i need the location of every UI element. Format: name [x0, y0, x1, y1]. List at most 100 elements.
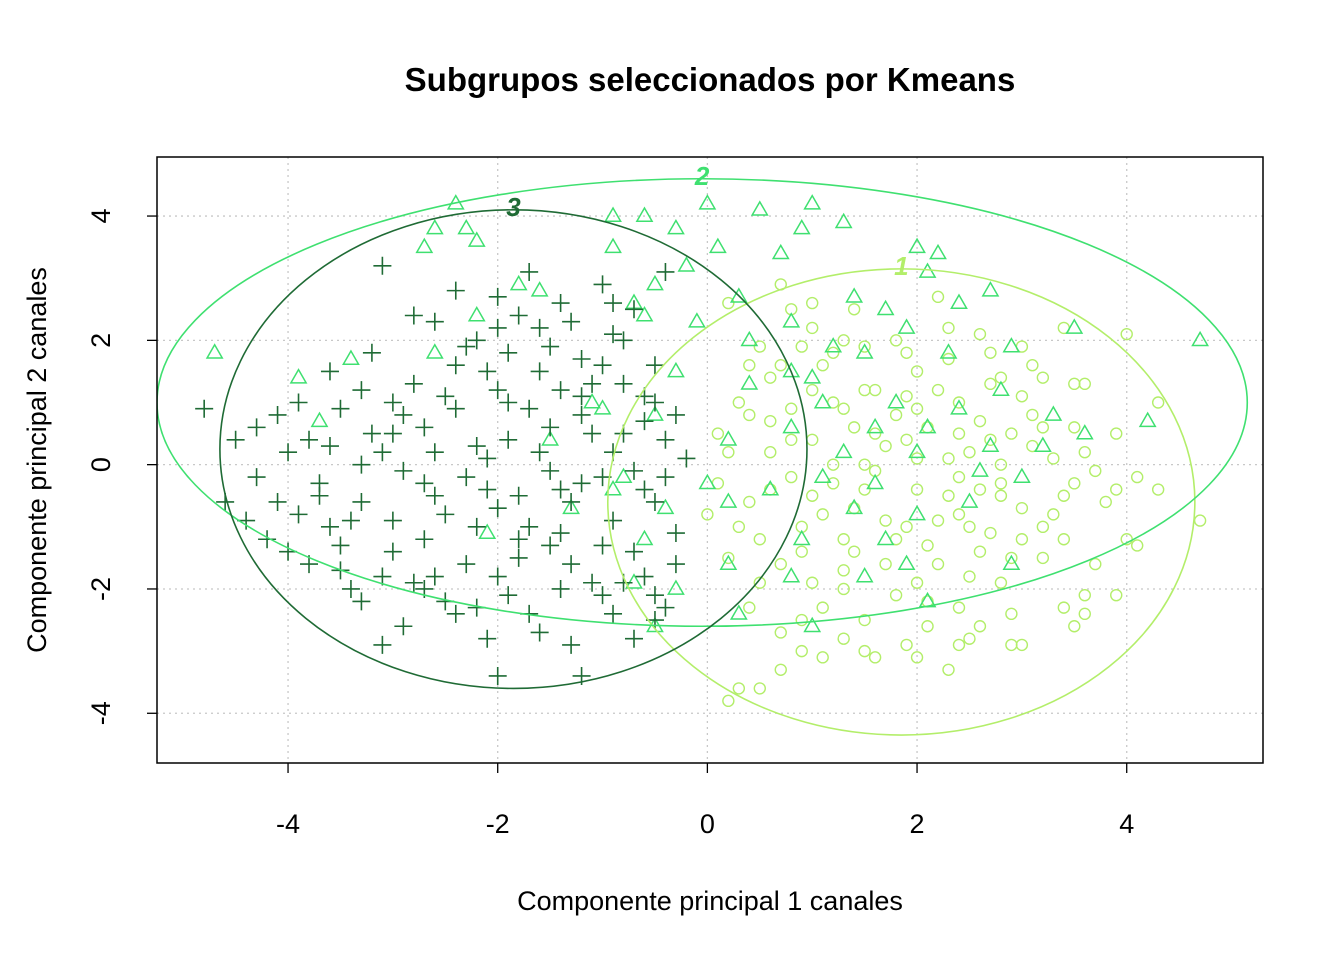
point-triangle — [729, 287, 748, 303]
point-plus — [593, 536, 612, 555]
point-triangle — [467, 305, 486, 322]
point-circle — [743, 495, 756, 509]
point-triangle — [981, 281, 1000, 297]
point-circle — [900, 638, 913, 652]
point-plus — [331, 399, 350, 418]
point-circle — [816, 359, 829, 372]
point-triangle — [635, 206, 654, 222]
point-circle — [1005, 607, 1018, 621]
point-plus — [404, 306, 423, 325]
point-plus — [195, 399, 214, 418]
point-circle — [722, 694, 735, 708]
point-circle — [921, 620, 934, 633]
x-tick-label: 2 — [910, 809, 925, 839]
point-plus — [666, 555, 685, 574]
point-triangle — [876, 529, 895, 546]
point-triangle — [719, 430, 738, 446]
point-circle — [732, 520, 746, 534]
point-circle — [931, 514, 945, 527]
point-plus — [478, 449, 497, 468]
point-plus — [530, 443, 549, 462]
point-plus — [635, 567, 654, 586]
point-plus — [373, 635, 392, 654]
point-plus — [300, 430, 319, 449]
point-plus — [478, 480, 497, 499]
point-circle — [1015, 533, 1029, 546]
point-triangle — [698, 194, 717, 210]
point-plus — [488, 567, 507, 586]
point-circle — [1130, 470, 1144, 484]
point-triangle — [782, 361, 801, 378]
point-circle — [952, 427, 966, 440]
point-plus — [425, 567, 444, 586]
point-triangle — [541, 430, 560, 446]
point-plus — [530, 362, 549, 381]
x-tick-label: -4 — [276, 809, 300, 839]
point-circle — [942, 489, 955, 502]
point-triangle — [950, 293, 968, 310]
point-circle — [806, 576, 819, 589]
point-circle — [879, 439, 892, 453]
point-plus — [352, 492, 371, 511]
point-circle — [952, 638, 966, 652]
point-triangle — [635, 305, 654, 322]
y-axis: -4 -2 0 2 4 — [86, 209, 157, 725]
y-tick-label: 2 — [86, 333, 116, 348]
point-triangle — [824, 337, 843, 353]
point-plus — [373, 443, 392, 462]
point-plus — [289, 505, 308, 524]
point-triangle — [813, 393, 832, 409]
cluster-3-ellipse — [219, 209, 808, 690]
point-circle — [1130, 539, 1144, 552]
plot-frame — [156, 156, 1264, 764]
point-circle — [900, 433, 913, 446]
point-circle — [806, 321, 819, 335]
point-triangle — [992, 380, 1010, 397]
point-circle — [973, 414, 987, 428]
point-triangle — [782, 567, 801, 583]
point-plus — [656, 430, 675, 449]
point-plus — [666, 524, 685, 543]
x-tick-label: 0 — [700, 809, 715, 839]
cluster-2-label: 2 — [694, 161, 710, 191]
point-circle — [847, 303, 861, 316]
y-axis-label: Componente principal 2 canales — [22, 267, 52, 653]
point-plus — [310, 486, 329, 505]
point-triangle — [467, 231, 486, 247]
point-plus — [562, 635, 581, 654]
point-triangle — [1033, 436, 1052, 452]
point-circle — [774, 359, 787, 372]
point-plus — [499, 430, 518, 449]
point-circle — [1068, 477, 1081, 490]
point-circle — [858, 340, 871, 353]
point-circle — [921, 539, 934, 552]
point-triangle — [855, 343, 874, 359]
point-triangle — [604, 206, 622, 222]
point-circle — [858, 644, 871, 658]
point-circle — [1036, 551, 1050, 565]
point-plus — [373, 567, 392, 586]
point-plus — [425, 486, 444, 505]
point-triangle — [457, 218, 476, 235]
point-plus — [226, 430, 245, 449]
point-plus — [520, 399, 539, 418]
point-circle — [743, 408, 756, 422]
point-triangle — [792, 529, 811, 546]
point-circle — [826, 346, 840, 359]
point-plus — [645, 586, 664, 605]
point-triangle — [310, 411, 329, 428]
point-plus — [247, 468, 266, 487]
point-triangle — [562, 498, 580, 515]
point-plus — [572, 405, 591, 424]
data-points — [195, 194, 1209, 708]
point-plus — [279, 443, 298, 462]
point-triangle — [625, 573, 643, 589]
point-plus — [509, 530, 528, 549]
cluster-1-ellipse — [606, 268, 1196, 736]
point-circle — [910, 452, 924, 465]
point-triangle — [761, 480, 780, 496]
point-triangle — [950, 399, 968, 415]
point-circle — [879, 557, 892, 571]
point-triangle — [604, 480, 622, 496]
point-circle — [774, 663, 787, 676]
